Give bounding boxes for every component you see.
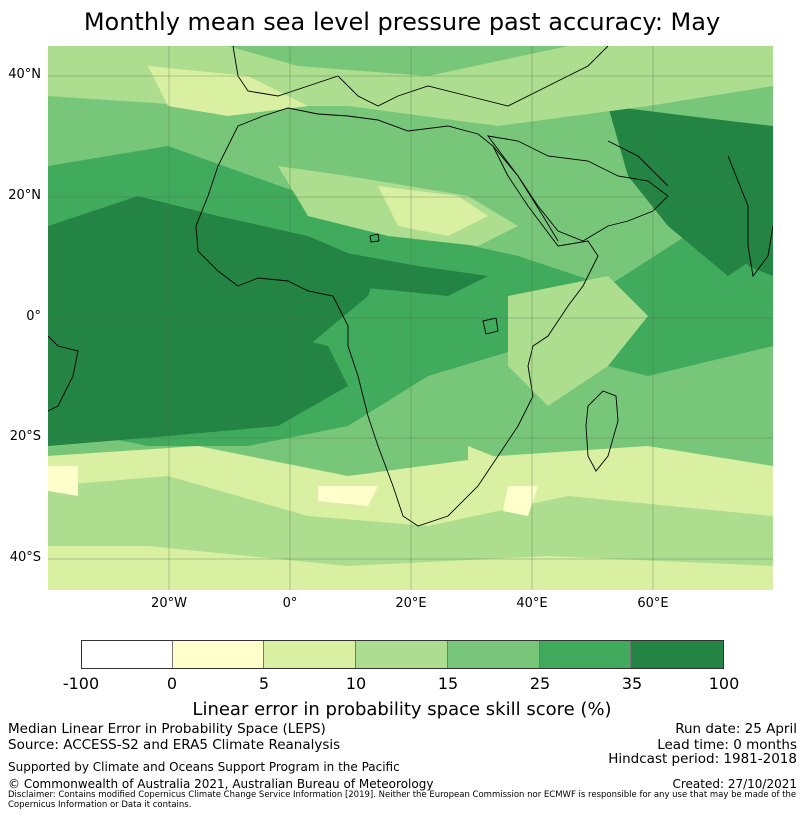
graticule — [48, 46, 773, 590]
lon-label-20w: 20°W — [151, 596, 187, 611]
europe-coastline — [232, 46, 609, 107]
zone-lowest-patches — [318, 486, 378, 506]
lat-label-0: 0° — [26, 309, 41, 324]
lat-label-40s: 40°S — [9, 550, 41, 565]
colorbar-tick: -100 — [62, 674, 100, 693]
south-america-coastline — [48, 335, 79, 412]
zone-mid-southern-ocean — [48, 476, 773, 566]
colorbar-segment-1 — [82, 641, 173, 668]
skill-score-map — [48, 46, 773, 590]
colorbar-tick: 15 — [437, 674, 459, 693]
lon-label-60e: 60°E — [637, 596, 669, 611]
lat-label-20n: 20°N — [8, 188, 41, 203]
method-text: Median Linear Error in Probability Space… — [8, 721, 326, 737]
arabia-coastline — [486, 135, 669, 242]
zone-lowest-patches — [503, 486, 538, 516]
colorbar-tick: 100 — [708, 674, 740, 693]
zone-low-south-africa — [468, 446, 518, 506]
colorbar-tick: 0 — [166, 674, 178, 693]
lat-label-40n: 40°N — [8, 67, 41, 82]
colorbar-tick: 10 — [345, 674, 367, 693]
colorbar-tick: 5 — [258, 674, 270, 693]
africa-coastline — [195, 107, 599, 527]
colorbar-segment-5 — [447, 641, 540, 668]
zone-very-high-west-africa — [198, 236, 488, 296]
run-date: Run date: 25 April — [675, 721, 797, 737]
zone-very-high-tropical — [48, 326, 348, 446]
lon-label-20e: 20°E — [395, 596, 427, 611]
zone-low-mediterranean — [148, 66, 308, 116]
colorbar-tick: 25 — [529, 674, 551, 693]
persian-gulf-coastline — [607, 140, 669, 187]
chart-title: Monthly mean sea level pressure past acc… — [83, 8, 721, 36]
madagascar-coastline — [585, 390, 619, 472]
coastlines — [48, 46, 773, 527]
colorbar — [81, 640, 724, 669]
colorbar-segment-3 — [264, 641, 357, 668]
colorbar-segment-6 — [539, 641, 632, 668]
india-coastline — [727, 155, 773, 278]
lake-chad — [369, 233, 380, 243]
created-date: Created: 27/10/2021 — [672, 777, 797, 791]
red-sea-coastline — [492, 145, 559, 242]
zone-low-sahara — [378, 186, 488, 236]
disclaimer-text: Disclaimer: Contains modified Copernicus… — [8, 790, 797, 810]
support-text: Supported by Climate and Oceans Support … — [8, 760, 400, 774]
source-text: Source: ACCESS-S2 and ERA5 Climate Reana… — [8, 737, 341, 753]
colorbar-segment-2 — [172, 641, 265, 668]
lead-time: Lead time: 0 months — [657, 737, 797, 753]
lon-label-0: 0° — [282, 596, 298, 611]
hindcast-period: Hindcast period: 1981-2018 — [608, 751, 797, 767]
zone-very-high-india — [728, 136, 773, 276]
lat-label-20s: 20°S — [9, 429, 41, 444]
lon-label-40e: 40°E — [516, 596, 548, 611]
colorbar-segment-7 — [631, 641, 724, 668]
zone-lowest-patches — [48, 466, 78, 496]
zone-low-east-africa — [508, 276, 648, 406]
lake-victoria — [482, 317, 499, 335]
colorbar-label: Linear error in probability space skill … — [192, 699, 612, 720]
colorbar-segment-4 — [356, 641, 448, 668]
colorbar-tick: 35 — [621, 674, 643, 693]
copyright-text: © Commonwealth of Australia 2021, Austra… — [8, 777, 434, 791]
